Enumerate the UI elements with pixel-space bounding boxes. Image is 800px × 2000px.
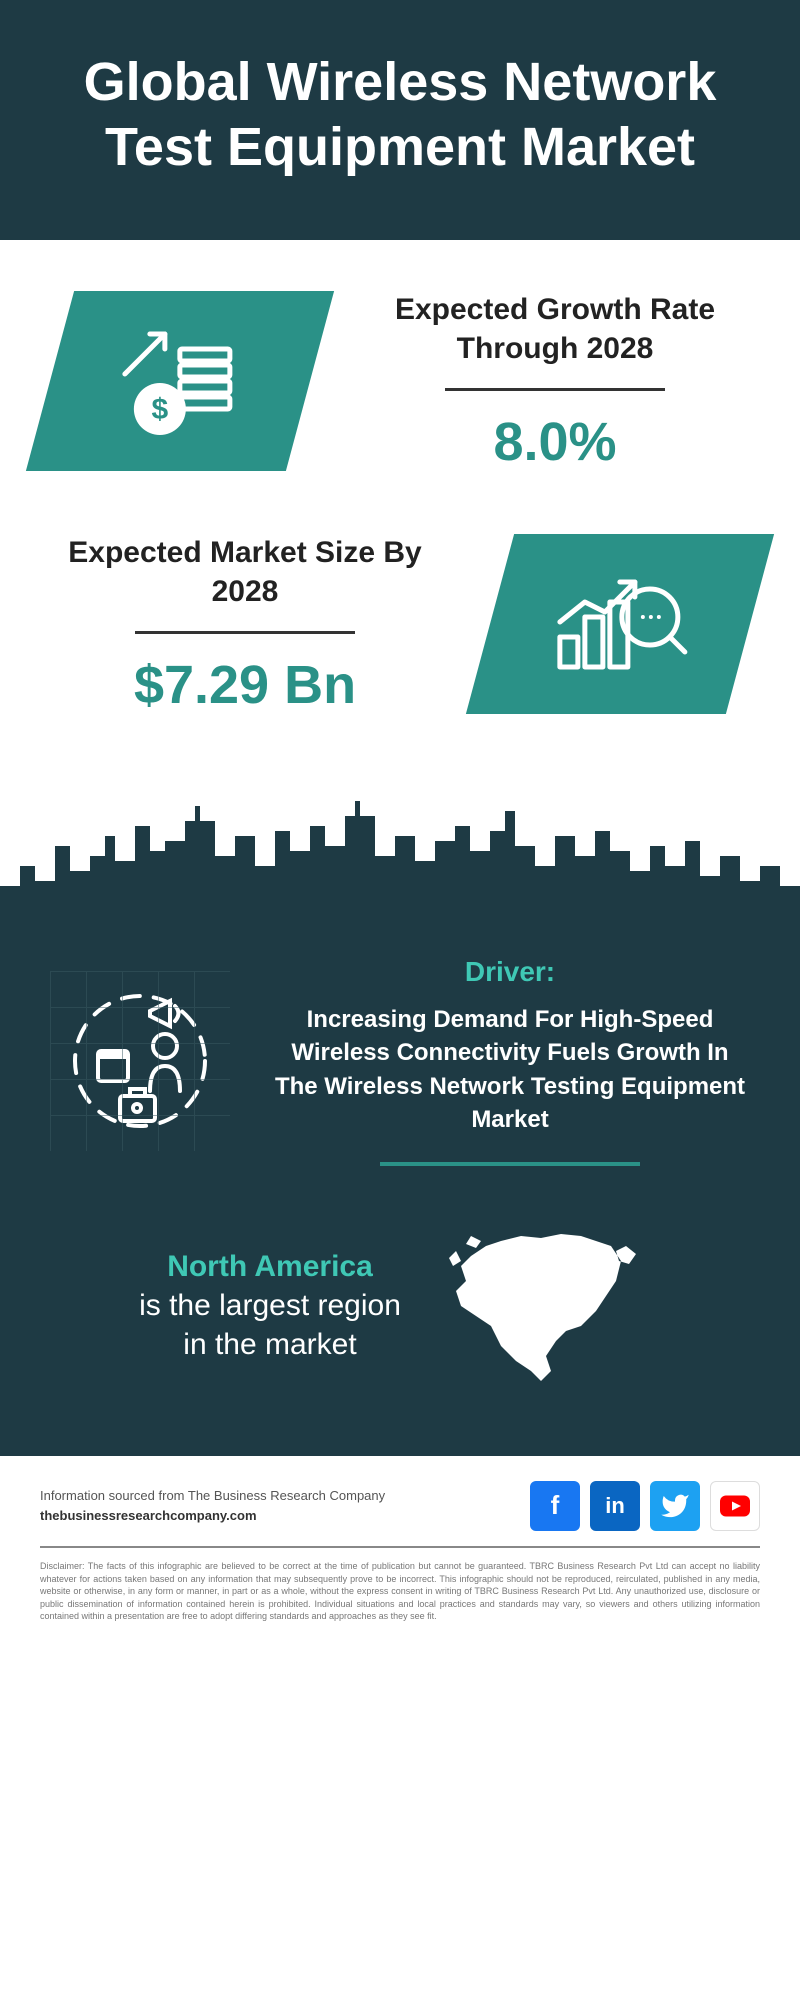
stat-text: Expected Market Size By 2028 $7.29 Bn xyxy=(50,533,440,716)
stat-value: $7.29 Bn xyxy=(50,654,440,716)
chart-analysis-icon xyxy=(545,557,695,692)
footer: Information sourced from The Business Re… xyxy=(0,1456,800,1638)
footer-top: Information sourced from The Business Re… xyxy=(40,1481,760,1546)
money-growth-icon: $ xyxy=(110,319,250,444)
driver-description: Increasing Demand For High-Speed Wireles… xyxy=(270,1003,750,1137)
stat-label: Expected Growth Rate Through 2028 xyxy=(360,290,750,368)
facebook-icon[interactable]: f xyxy=(530,1481,580,1531)
stat-growth-rate: $ Expected Growth Rate Through 2028 8.0% xyxy=(50,290,750,473)
page-title: Global Wireless Network Test Equipment M… xyxy=(40,50,760,180)
stat-value: 8.0% xyxy=(360,411,750,473)
stat-label: Expected Market Size By 2028 xyxy=(50,533,440,611)
footer-divider xyxy=(40,1546,760,1548)
stats-section: $ Expected Growth Rate Through 2028 8.0% xyxy=(0,240,800,796)
divider xyxy=(380,1162,640,1166)
svg-text:$: $ xyxy=(152,393,169,426)
dark-section: Driver: Increasing Demand For High-Speed… xyxy=(0,916,800,1456)
skyline-silhouette xyxy=(0,796,800,916)
region-name: North America xyxy=(139,1247,401,1286)
linkedin-icon[interactable]: in xyxy=(590,1481,640,1531)
twitter-icon[interactable] xyxy=(650,1481,700,1531)
region-desc-line: in the market xyxy=(139,1325,401,1364)
disclaimer-text: Disclaimer: The facts of this infographi… xyxy=(40,1560,760,1623)
driver-row: Driver: Increasing Demand For High-Speed… xyxy=(50,956,750,1166)
driver-text: Driver: Increasing Demand For High-Speed… xyxy=(270,956,750,1166)
growth-icon-tile: $ xyxy=(26,291,334,471)
divider xyxy=(135,631,355,634)
stat-market-size: Expected Market Size By 2028 $7.29 Bn xyxy=(50,533,750,716)
social-links: f in xyxy=(530,1481,760,1531)
north-america-map-icon xyxy=(441,1216,661,1396)
youtube-icon[interactable] xyxy=(710,1481,760,1531)
source-text: Information sourced from The Business Re… xyxy=(40,1486,385,1506)
region-text: North America is the largest region in t… xyxy=(139,1247,401,1364)
header: Global Wireless Network Test Equipment M… xyxy=(0,0,800,240)
region-row: North America is the largest region in t… xyxy=(50,1216,750,1396)
stat-text: Expected Growth Rate Through 2028 8.0% xyxy=(360,290,750,473)
source-url: thebusinessresearchcompany.com xyxy=(40,1506,385,1526)
footer-source: Information sourced from The Business Re… xyxy=(40,1486,385,1525)
market-icon-tile xyxy=(466,534,774,714)
driver-label: Driver: xyxy=(270,956,750,988)
region-desc-line: is the largest region xyxy=(139,1286,401,1325)
driver-icon-box xyxy=(50,971,230,1151)
divider xyxy=(445,388,665,391)
infographic-page: Global Wireless Network Test Equipment M… xyxy=(0,0,800,2000)
grid-background xyxy=(50,971,230,1151)
